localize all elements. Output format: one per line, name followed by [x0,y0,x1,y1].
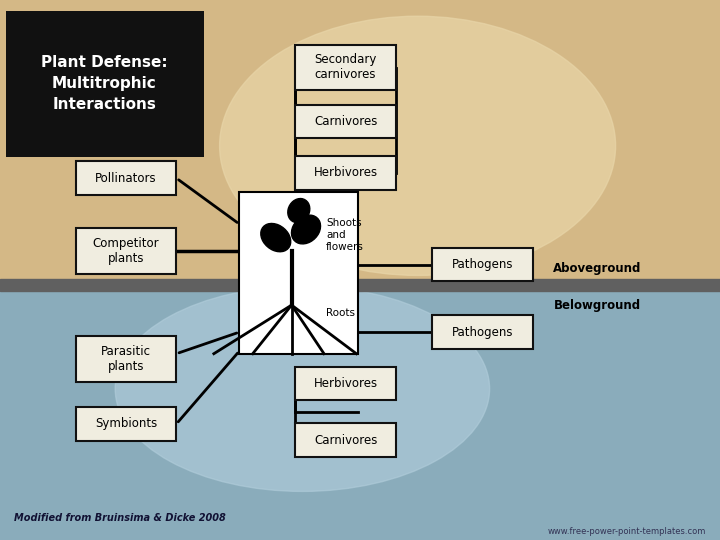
Text: Carnivores: Carnivores [314,115,377,128]
FancyBboxPatch shape [76,228,176,274]
FancyBboxPatch shape [6,11,204,157]
Text: Competitor
plants: Competitor plants [93,237,159,265]
Text: Plant Defense:
Multitrophic
Interactions: Plant Defense: Multitrophic Interactions [41,55,168,112]
Bar [0,0,720,291]
Text: www.free-power-point-templates.com: www.free-power-point-templates.com [547,528,706,536]
Text: Pollinators: Pollinators [95,172,157,185]
Text: Roots: Roots [326,308,355,318]
Text: Secondary
carnivores: Secondary carnivores [315,53,377,82]
FancyBboxPatch shape [76,407,176,441]
Text: Pathogens: Pathogens [451,326,513,339]
Ellipse shape [220,16,616,275]
Text: Belowground: Belowground [554,299,642,312]
Text: Symbionts: Symbionts [95,417,157,430]
Text: Shoots
and
flowers: Shoots and flowers [326,218,364,252]
Text: Modified from Bruinsima & Dicke 2008: Modified from Bruinsima & Dicke 2008 [14,514,226,523]
Text: Pathogens: Pathogens [451,258,513,271]
FancyBboxPatch shape [76,336,176,382]
Ellipse shape [115,286,490,491]
FancyBboxPatch shape [295,105,396,138]
Ellipse shape [261,224,291,252]
FancyBboxPatch shape [295,45,396,90]
Ellipse shape [292,215,320,244]
FancyBboxPatch shape [76,161,176,195]
Text: Aboveground: Aboveground [554,262,642,275]
Text: Herbivores: Herbivores [313,377,378,390]
FancyBboxPatch shape [239,192,358,354]
FancyBboxPatch shape [295,423,396,457]
Text: Parasitic
plants: Parasitic plants [101,345,151,373]
Bar [0,291,720,540]
Bar [0,279,720,291]
Ellipse shape [288,199,310,222]
FancyBboxPatch shape [432,248,533,281]
FancyBboxPatch shape [295,156,396,190]
Text: Herbivores: Herbivores [313,166,378,179]
FancyBboxPatch shape [295,367,396,400]
FancyBboxPatch shape [432,315,533,349]
Text: Carnivores: Carnivores [314,434,377,447]
